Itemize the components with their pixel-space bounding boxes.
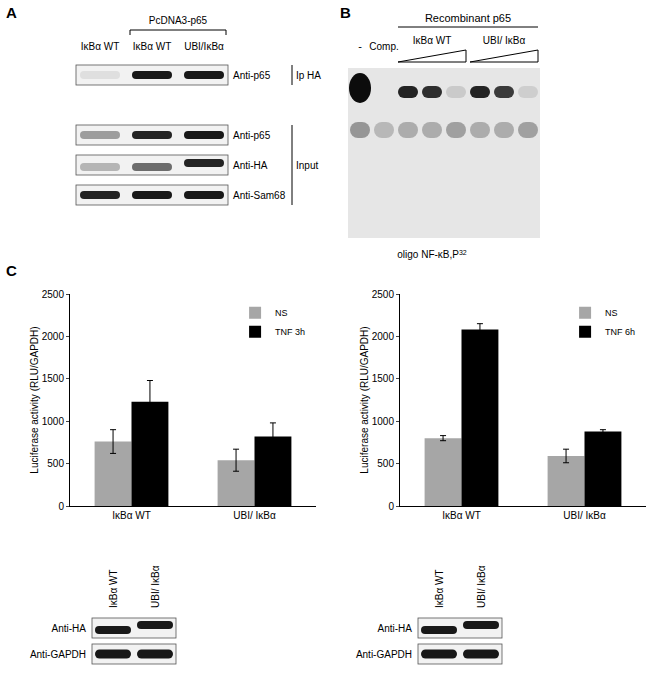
svg-text:UBI/ IκBα: UBI/ IκBα (476, 565, 487, 608)
svg-text:1500: 1500 (42, 373, 65, 384)
svg-text:500: 500 (47, 458, 64, 469)
svg-text:Anti-p65: Anti-p65 (233, 70, 271, 81)
svg-text:-: - (358, 40, 362, 52)
svg-text:Anti-Sam68: Anti-Sam68 (233, 190, 286, 201)
svg-text:oligo NF-κB,P32: oligo NF-κB,P32 (397, 249, 467, 261)
svg-text:NS: NS (605, 308, 618, 318)
svg-text:UBI/ IκBα: UBI/ IκBα (150, 565, 161, 608)
svg-text:Comp.: Comp. (369, 41, 398, 52)
svg-text:UBI/ IκBα: UBI/ IκBα (233, 510, 276, 521)
svg-text:A: A (6, 4, 17, 21)
svg-text:IκBα WT: IκBα WT (133, 41, 172, 52)
svg-text:Anti-GAPDH: Anti-GAPDH (30, 649, 86, 660)
svg-text:IκBα WT: IκBα WT (434, 569, 445, 608)
svg-text:B: B (340, 4, 351, 21)
svg-text:C: C (6, 262, 17, 279)
svg-text:Anti-HA: Anti-HA (378, 623, 413, 634)
svg-text:IκBα WT: IκBα WT (413, 35, 452, 46)
svg-text:IκBα WT: IκBα WT (442, 510, 481, 521)
svg-text:500: 500 (377, 458, 394, 469)
svg-text:Input: Input (296, 160, 318, 171)
svg-text:0: 0 (58, 501, 64, 512)
svg-text:UBI/IκBα: UBI/IκBα (184, 41, 224, 52)
svg-text:Luciferase activity (RLU/GAPDH: Luciferase activity (RLU/GAPDH) (29, 326, 40, 473)
svg-text:Anti-GAPDH: Anti-GAPDH (356, 649, 412, 660)
svg-text:Luciferase activity (RLU/GAPDH: Luciferase activity (RLU/GAPDH) (359, 326, 370, 473)
svg-text:IκBα WT: IκBα WT (81, 41, 120, 52)
svg-text:Anti-p65: Anti-p65 (233, 130, 271, 141)
svg-text:2000: 2000 (42, 331, 65, 342)
svg-text:TNF 6h: TNF 6h (605, 327, 635, 337)
svg-text:Anti-HA: Anti-HA (52, 623, 87, 634)
svg-text:UBI/ IκBα: UBI/ IκBα (483, 35, 526, 46)
svg-text:Anti-HA: Anti-HA (233, 160, 268, 171)
svg-text:NS: NS (275, 308, 288, 318)
svg-text:IκBα WT: IκBα WT (112, 510, 151, 521)
svg-text:IκBα WT: IκBα WT (108, 569, 119, 608)
svg-text:0: 0 (388, 501, 394, 512)
svg-text:1500: 1500 (372, 373, 395, 384)
svg-text:UBI/ IκBα: UBI/ IκBα (563, 510, 606, 521)
svg-text:Recombinant p65: Recombinant p65 (425, 12, 511, 24)
svg-text:2000: 2000 (372, 331, 395, 342)
svg-text:2500: 2500 (42, 289, 65, 300)
svg-text:1000: 1000 (42, 416, 65, 427)
svg-text:TNF 3h: TNF 3h (275, 327, 305, 337)
svg-text:Ip HA: Ip HA (296, 70, 321, 81)
svg-text:2500: 2500 (372, 289, 395, 300)
svg-text:1000: 1000 (372, 416, 395, 427)
svg-text:PcDNA3-p65: PcDNA3-p65 (149, 15, 208, 26)
